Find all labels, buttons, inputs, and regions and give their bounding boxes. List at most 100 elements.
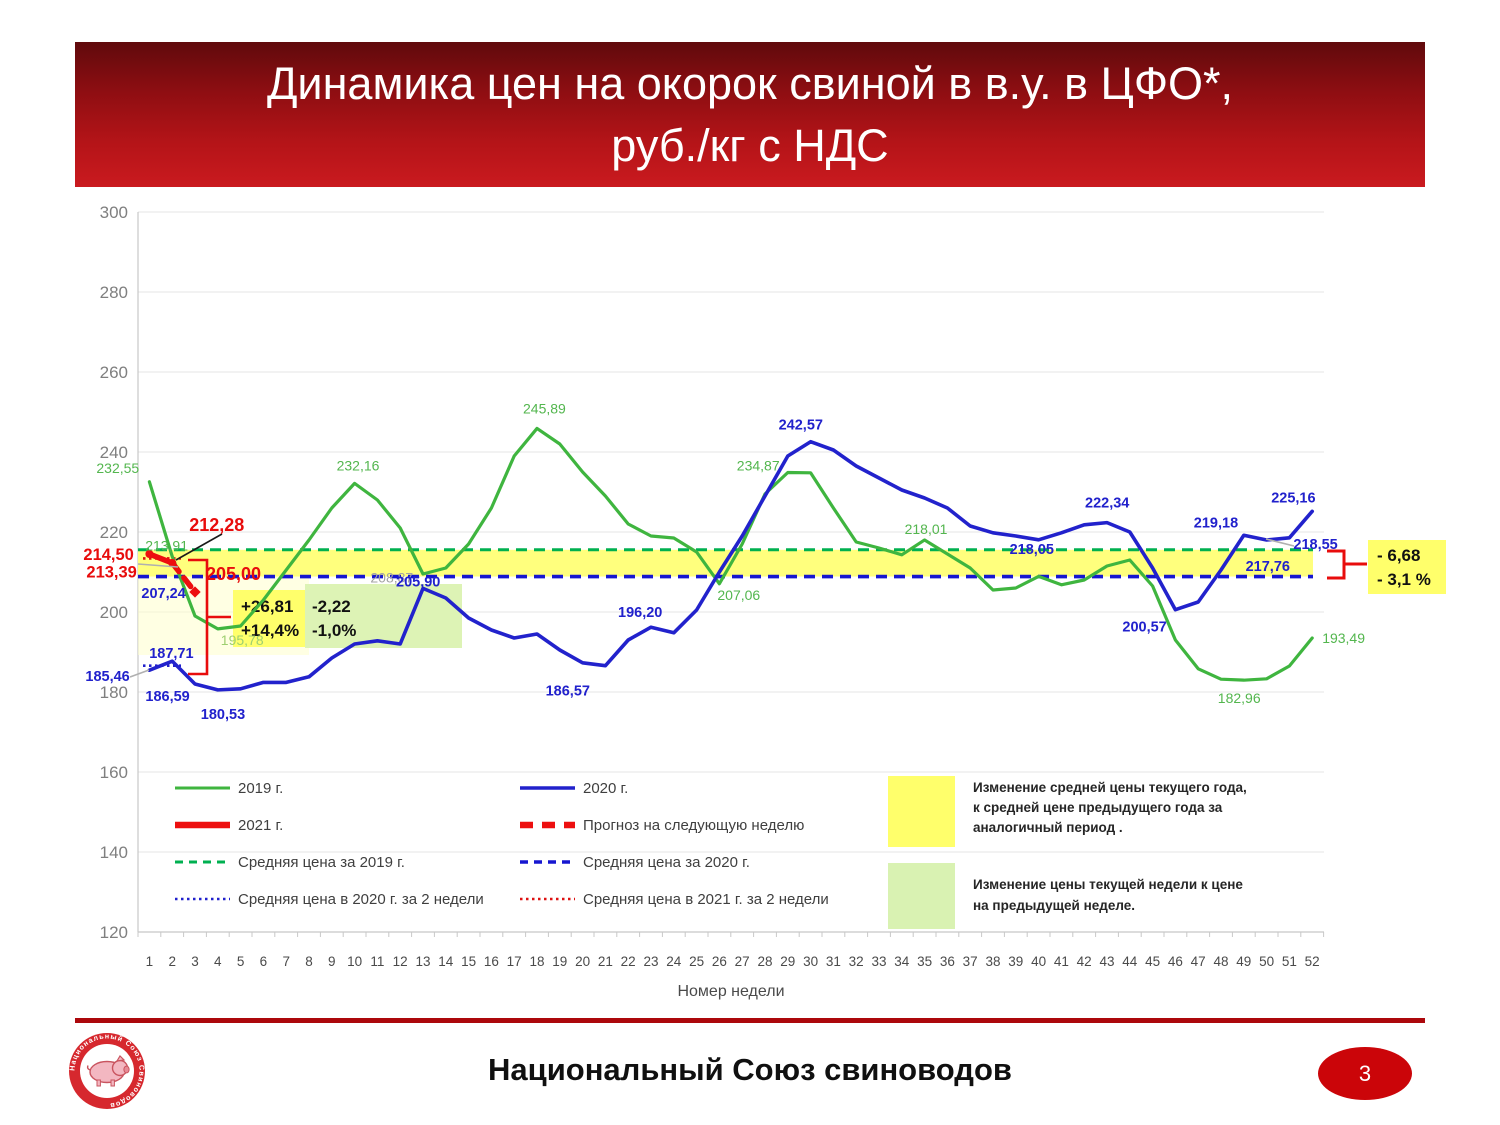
x-axis-label: 41 [1054,954,1069,969]
data-label: 196,20 [618,605,662,621]
comparison-bracket [1327,549,1346,580]
legend-box-text: аналогичный период . [973,820,1123,835]
legend-box-text: на предыдущей неделе. [973,898,1135,913]
callout-text: +26,81 [241,597,293,616]
y-axis-label: 260 [100,363,128,382]
data-label: 195,78 [221,632,264,648]
x-axis-label: 18 [529,954,544,969]
data-label: 234,87 [737,458,780,474]
x-axis-label: 15 [461,954,476,969]
x-axis-label: 40 [1031,954,1046,969]
data-label: 219,18 [1194,515,1238,531]
label-leader-line [137,563,179,568]
legend-box-text: к средней цене предыдущего года за [973,800,1223,815]
slide-title-line2: руб./кг с НДС [611,120,889,171]
legend-item-label: Средняя цена за 2019 г. [238,854,405,871]
slide-title-banner: Динамика цен на окорок свиной в в.у. в Ц… [75,42,1425,187]
data-label: 205,00 [206,564,261,584]
x-axis-label: 43 [1099,954,1114,969]
label-leader-line [129,669,150,678]
data-label: 225,16 [1271,490,1315,506]
x-axis-label: 11 [370,954,384,969]
data-label: 213,91 [145,537,188,553]
page-number-badge: 3 [1318,1047,1412,1100]
x-axis-label: 22 [621,954,636,969]
series-line-1-2020 [147,439,1314,692]
x-axis-label: 1 [146,954,154,969]
data-label: 232,55 [96,460,139,476]
data-label: 185,46 [85,669,129,685]
callout-text: +14,4% [241,621,299,640]
data-marker [145,550,154,558]
x-axis-label: 45 [1145,954,1160,969]
callout-text: - 6,68 [1377,546,1420,565]
data-marker [168,558,177,567]
x-axis-label: 39 [1008,954,1023,969]
x-axis-label: 32 [849,954,864,969]
x-axis-label: 28 [757,954,772,969]
data-label: 232,16 [337,457,380,473]
x-axis-label: 37 [963,954,978,969]
x-axis-label: 44 [1122,954,1138,969]
data-label: 208,87 [370,570,413,586]
footer-divider [75,1018,1425,1023]
data-label: 180,53 [201,707,245,723]
data-label: 222,34 [1085,496,1129,512]
x-axis-label: 27 [735,954,750,969]
legend-color-box [888,863,955,929]
legend-box-text: Изменение средней цены текущего года, [973,780,1247,795]
legend-item-label: 2020 г. [583,780,628,797]
data-label: 207,06 [717,587,760,603]
pig-union-logo-icon: Национальный Союз Свиноводов [67,1031,145,1110]
data-label: 205,90 [396,574,440,590]
callout-text: - 3,1 % [1377,570,1431,589]
data-label: 245,89 [523,400,566,416]
x-axis-label: 2 [168,954,176,969]
x-axis-label: 5 [237,954,245,969]
x-axis-label: 7 [282,954,290,969]
x-axis-label: 49 [1236,954,1251,969]
data-label: 218,05 [1010,542,1054,558]
data-label: 242,57 [779,418,823,434]
data-label: 213,39 [86,563,136,581]
footer-title: Национальный Союз свиноводов [488,1052,1012,1087]
series-line-0-2019 [147,426,1314,682]
data-label: 217,76 [1246,559,1290,575]
x-axis-label: 26 [712,954,727,969]
legend-item-label: Средняя цена в 2020 г. за 2 недели [238,891,484,908]
legend-item-label: Средняя цена в 2021 г. за 2 недели [583,891,829,908]
x-axis-label: 50 [1259,954,1274,969]
x-axis-label: 9 [328,954,336,969]
x-axis-label: 47 [1191,954,1206,969]
y-axis-label: 120 [100,923,128,942]
legend-color-box [888,776,955,847]
x-axis-label: 16 [484,954,499,969]
x-axis-label: 52 [1305,954,1320,969]
x-axis-label: 13 [415,954,430,969]
legend-box-text: Изменение цены текущей недели к цене [973,877,1243,892]
x-axis-label: 38 [985,954,1000,969]
data-label: 182,96 [1218,690,1261,706]
y-axis-label: 140 [100,843,128,862]
data-label: 214,50 [83,546,133,564]
legend-item-label: 2021 г. [238,817,283,834]
data-label: 218,01 [905,521,948,537]
x-axis-title: Номер недели [677,983,784,1000]
y-axis-label: 160 [100,763,128,782]
callout-box [1368,540,1446,594]
legend-item-label: Прогноз на следующую неделю [583,817,804,834]
callout-text: -2,22 [312,597,351,616]
data-label: 193,49 [1322,630,1365,646]
x-axis-label: 23 [643,954,658,969]
x-axis-label: 4 [214,954,222,969]
x-axis-label: 25 [689,954,704,969]
x-axis-label: 8 [305,954,313,969]
x-axis-label: 35 [917,954,932,969]
data-label: 207,24 [141,586,185,602]
x-axis-label: 33 [871,954,886,969]
x-axis-label: 21 [598,954,613,969]
data-label: 186,59 [145,689,189,705]
x-axis-label: 30 [803,954,818,969]
x-axis-label: 10 [347,954,362,969]
